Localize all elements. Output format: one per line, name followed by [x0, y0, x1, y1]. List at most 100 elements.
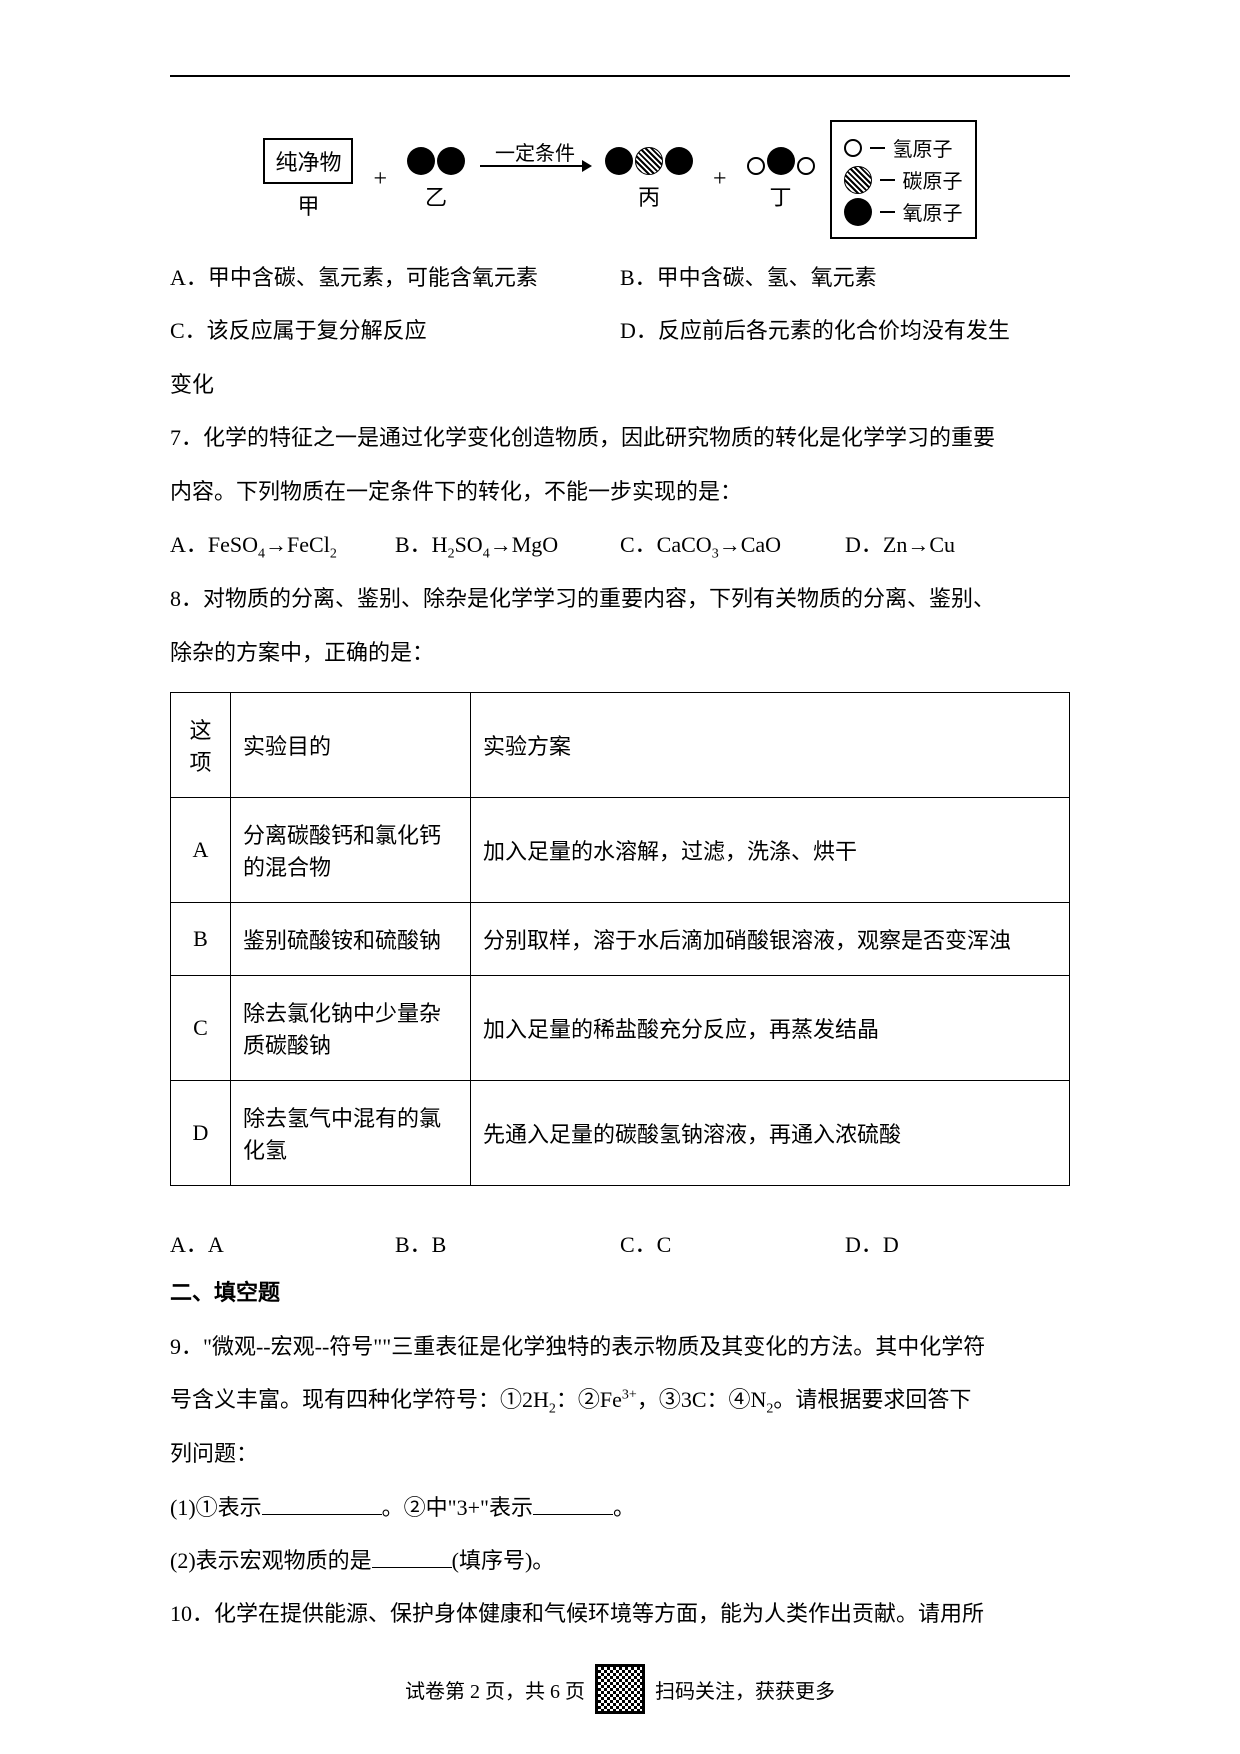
q8-options: A．A B．B C．C D．D — [170, 1221, 1070, 1269]
legend-label: 氧原子 — [903, 197, 963, 226]
q6-option-d-cont: 变化 — [170, 361, 1070, 409]
table-header-row: 这项 实验目的 实验方案 — [171, 692, 1070, 797]
text: C．CaCO — [620, 532, 712, 557]
reaction-diagram: 纯净物 甲 + 乙 一定条件 丙 + 丁 — [170, 120, 1070, 239]
q6-option-d: D．反应前后各元素的化合价均没有发生 — [620, 307, 1070, 355]
dash-icon — [880, 179, 895, 181]
q7-option-a: A．FeSO4→FeCl2 — [170, 521, 395, 570]
q8-text1: 8．对物质的分离、鉴别、除杂是化学学习的重要内容，下列有关物质的分离、鉴别、 — [170, 575, 1070, 623]
dash-icon — [870, 147, 885, 149]
legend-label: 氢原子 — [893, 133, 953, 162]
q8-option-a: A．A — [170, 1221, 395, 1269]
text: 。请根据要求回答下 — [773, 1387, 971, 1412]
text: 号含义丰富。现有四种化学符号：①2H — [170, 1387, 549, 1412]
reaction-arrow-icon: 一定条件 — [480, 165, 590, 167]
table-cell: D — [171, 1080, 231, 1185]
table-row: A 分离碳酸钙和氯化钙的混合物 加入足量的水溶解，过滤，洗涤、烘干 — [171, 797, 1070, 902]
molecule-ding — [747, 147, 815, 175]
molecule-yi — [407, 147, 465, 175]
reactant-jia: 纯净物 甲 — [263, 138, 353, 221]
q9-text2: 号含义丰富。现有四种化学符号：①2H2：②Fe3+，③3C：④N2。请根据要求回… — [170, 1376, 1070, 1425]
table-header: 这项 — [171, 692, 231, 797]
text: ：②Fe — [556, 1387, 622, 1412]
text: (2)表示宏观物质的是 — [170, 1548, 372, 1573]
q6-options-cd: C．该反应属于复分解反应 D．反应前后各元素的化合价均没有发生 — [170, 307, 1070, 355]
dash-icon — [880, 211, 895, 213]
q6-options-ab: A．甲中含碳、氢元素，可能含氧元素 B．甲中含碳、氢、氧元素 — [170, 254, 1070, 302]
legend-oxygen: 氧原子 — [844, 197, 963, 226]
text: →FeCl — [265, 532, 330, 557]
text: A．FeSO — [170, 532, 258, 557]
oxygen-atom-icon — [767, 147, 795, 175]
text: →MgO — [490, 532, 558, 557]
q8-option-c: C．C — [620, 1221, 845, 1269]
label-ding: 丁 — [770, 180, 792, 212]
q8-table: 这项 实验目的 实验方案 A 分离碳酸钙和氯化钙的混合物 加入足量的水溶解，过滤… — [170, 692, 1070, 1186]
table-cell: A — [171, 797, 231, 902]
table-cell: 除去氢气中混有的氯化氢 — [231, 1080, 471, 1185]
q7-options: A．FeSO4→FeCl2 B．H2SO4→MgO C．CaCO3→CaO D．… — [170, 521, 1070, 570]
blank-input[interactable] — [262, 1493, 382, 1515]
table-cell: 鉴别硫酸铵和硫酸钠 — [231, 902, 471, 975]
table-cell: 加入足量的水溶解，过滤，洗涤、烘干 — [471, 797, 1070, 902]
page-footer: 试卷第 2 页，共 6 页 扫码关注，获获更多 — [0, 1664, 1240, 1714]
q9-sub2: (2)表示宏观物质的是 (填序号)。 — [170, 1537, 1070, 1585]
table-cell: 分离碳酸钙和氯化钙的混合物 — [231, 797, 471, 902]
blank-input[interactable] — [372, 1546, 452, 1568]
q9-text3: 列问题： — [170, 1430, 1070, 1478]
page-number: 试卷第 2 页，共 6 页 — [405, 1675, 585, 1704]
q6-option-a: A．甲中含碳、氢元素，可能含氧元素 — [170, 254, 620, 302]
q6-option-b: B．甲中含碳、氢、氧元素 — [620, 254, 1070, 302]
product-bing: 丙 — [605, 147, 693, 212]
label-bing: 丙 — [638, 180, 660, 212]
label-jia: 甲 — [297, 189, 319, 221]
blank-input[interactable] — [533, 1493, 613, 1515]
q9-text1: 9．"微观--宏观--符号""三重表征是化学独特的表示物质及其变化的方法。其中化… — [170, 1323, 1070, 1371]
arrow-container: 一定条件 — [480, 165, 590, 194]
scan-text: 扫码关注，获获更多 — [655, 1675, 835, 1704]
carbon-atom-icon — [635, 147, 663, 175]
table-cell: 分别取样，溶于水后滴加硝酸银溶液，观察是否变浑浊 — [471, 902, 1070, 975]
carbon-atom-icon — [844, 166, 872, 194]
table-header: 实验方案 — [471, 692, 1070, 797]
atom-legend: 氢原子 碳原子 氧原子 — [830, 120, 977, 239]
q7-text1: 7．化学的特征之一是通过化学变化创造物质，因此研究物质的转化是化学学习的重要 — [170, 414, 1070, 462]
q7-option-c: C．CaCO3→CaO — [620, 521, 845, 570]
legend-carbon: 碳原子 — [844, 165, 963, 194]
q8-option-d: D．D — [845, 1221, 1070, 1269]
q7-option-d: D．Zn→Cu — [845, 521, 1070, 570]
text: (1)①表示 — [170, 1495, 262, 1520]
top-divider — [170, 75, 1070, 77]
oxygen-atom-icon — [605, 147, 633, 175]
q10-text: 10．化学在提供能源、保护身体健康和气候环境等方面，能为人类作出贡献。请用所 — [170, 1590, 1070, 1638]
legend-label: 碳原子 — [903, 165, 963, 194]
arrow-condition: 一定条件 — [480, 137, 590, 166]
text: 。②中"3+"表示 — [382, 1495, 533, 1520]
text: SO — [455, 532, 483, 557]
table-row: D 除去氢气中混有的氯化氢 先通入足量的碳酸氢钠溶液，再通入浓硫酸 — [171, 1080, 1070, 1185]
q9-sub1: (1)①表示 。②中"3+"表示 。 — [170, 1484, 1070, 1532]
plus-icon: + — [368, 166, 392, 193]
q7-option-b: B．H2SO4→MgO — [395, 521, 620, 570]
section-2-title: 二、填空题 — [170, 1269, 1070, 1317]
text: (填序号)。 — [452, 1548, 555, 1573]
qr-code-icon — [595, 1664, 645, 1714]
q8-text2: 除杂的方案中，正确的是： — [170, 629, 1070, 677]
table-cell: C — [171, 975, 231, 1080]
table-row: B 鉴别硫酸铵和硫酸钠 分别取样，溶于水后滴加硝酸银溶液，观察是否变浑浊 — [171, 902, 1070, 975]
table-header: 实验目的 — [231, 692, 471, 797]
legend-hydrogen: 氢原子 — [844, 133, 963, 162]
hydrogen-atom-icon — [844, 139, 862, 157]
text: ，③3C：④N — [637, 1387, 767, 1412]
product-ding: 丁 — [747, 147, 815, 212]
table-cell: B — [171, 902, 231, 975]
oxygen-atom-icon — [407, 147, 435, 175]
text: 。 — [613, 1495, 635, 1520]
table-cell: 先通入足量的碳酸氢钠溶液，再通入浓硫酸 — [471, 1080, 1070, 1185]
hydrogen-atom-icon — [797, 157, 815, 175]
oxygen-atom-icon — [437, 147, 465, 175]
oxygen-atom-icon — [844, 198, 872, 226]
pure-substance-box: 纯净物 — [263, 138, 353, 184]
q6-option-c: C．该反应属于复分解反应 — [170, 307, 620, 355]
text: →CaO — [719, 532, 781, 557]
